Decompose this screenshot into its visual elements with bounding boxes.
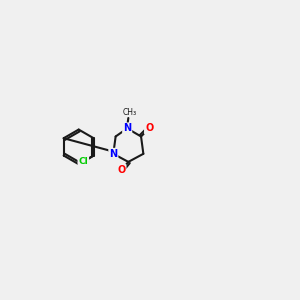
Text: Cl: Cl xyxy=(78,157,88,166)
Text: CH₃: CH₃ xyxy=(122,108,136,117)
Text: N: N xyxy=(109,149,117,159)
Text: O: O xyxy=(117,165,125,175)
Text: N: N xyxy=(123,123,131,134)
Text: O: O xyxy=(145,123,153,134)
